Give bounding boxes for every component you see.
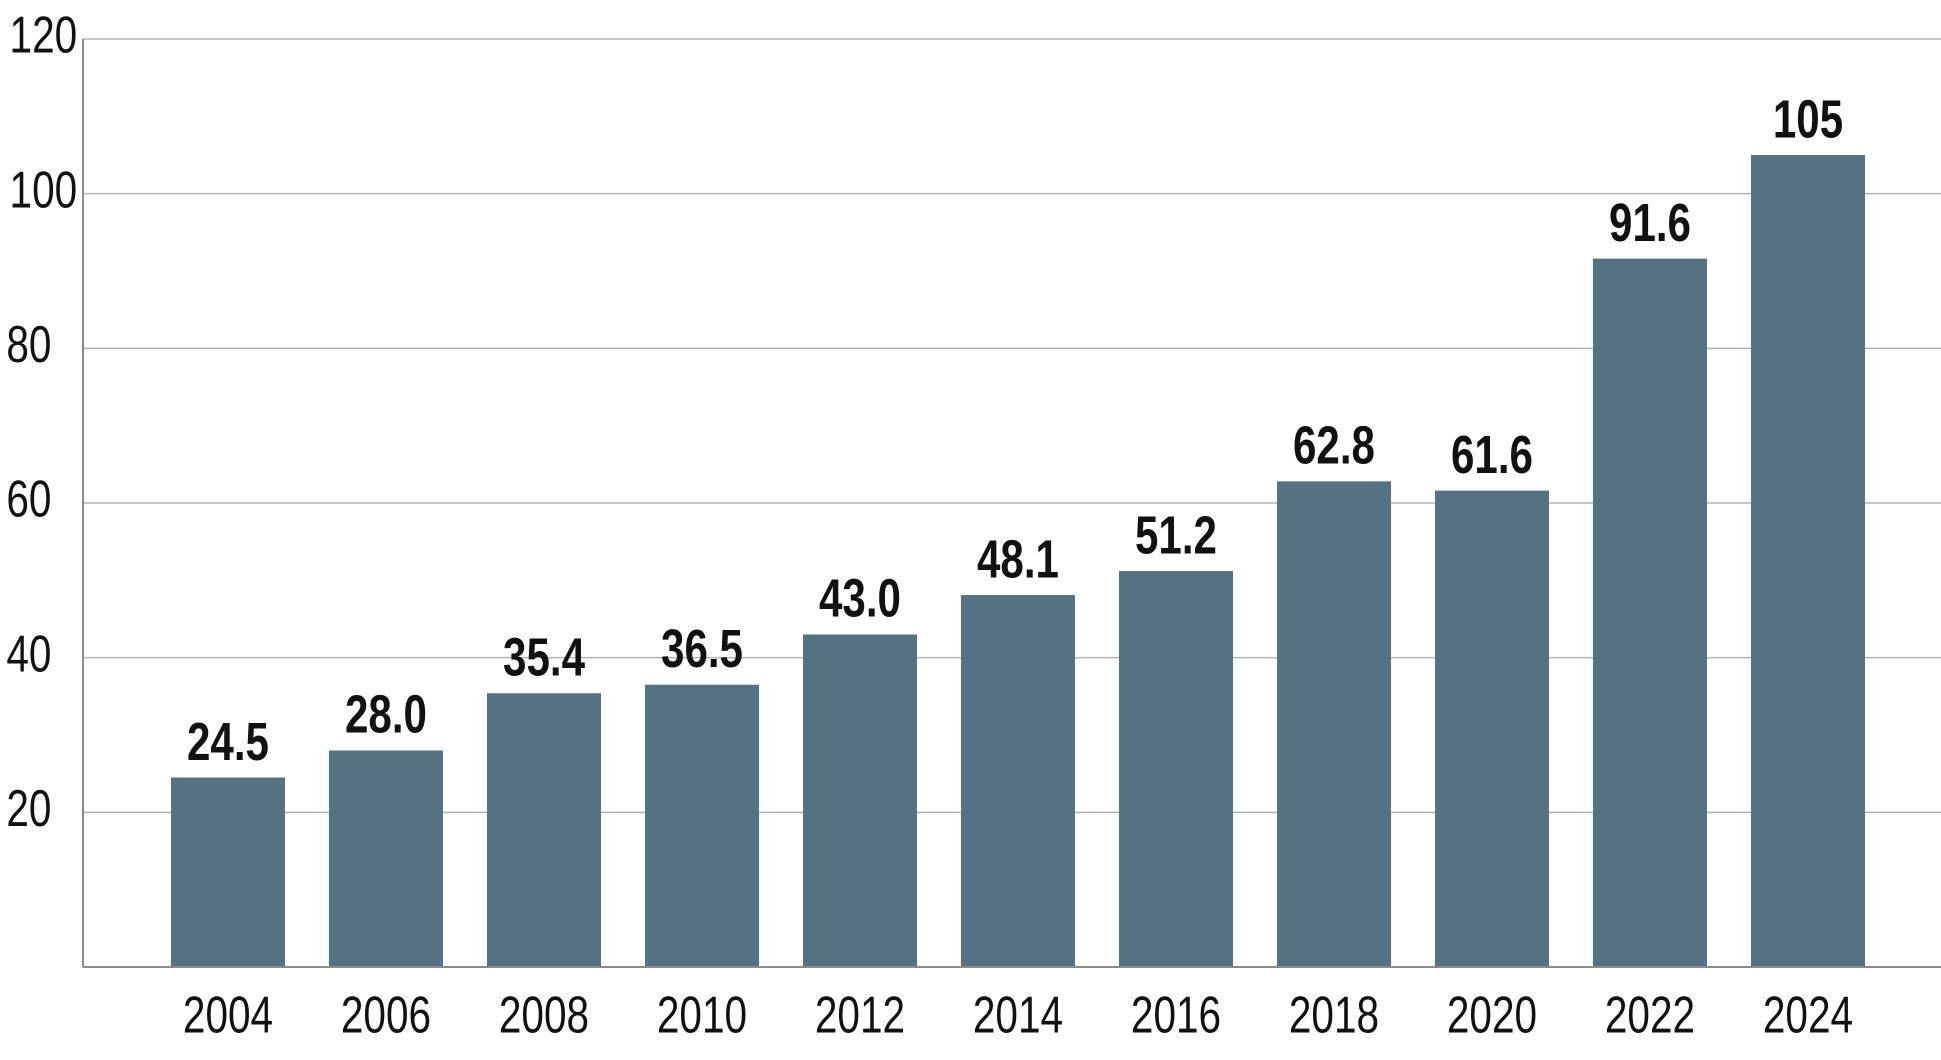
- data-label: 28.0: [345, 685, 427, 745]
- x-tick-label: 2010: [657, 986, 747, 1044]
- x-tick-label: 2014: [973, 986, 1063, 1044]
- bar-2004: [171, 777, 285, 967]
- bar-2020: [1435, 490, 1549, 967]
- bar-2006: [329, 750, 443, 967]
- data-label: 36.5: [661, 619, 743, 679]
- y-tick-label: 100: [10, 161, 78, 219]
- data-label: 62.8: [1293, 416, 1375, 476]
- x-tick-label: 2008: [499, 986, 589, 1044]
- x-tick-label: 2024: [1763, 986, 1853, 1044]
- data-label: 51.2: [1135, 505, 1217, 565]
- data-label: 43.0: [819, 569, 901, 629]
- x-tick-label: 2022: [1605, 986, 1695, 1044]
- x-tick-label: 2016: [1131, 986, 1221, 1044]
- data-labels: 24.5 28.0 35.4 36.5 43.0 48.1 51.2 62.8 61.6 91.6…: [187, 89, 1843, 772]
- x-tick-label: 2020: [1447, 986, 1537, 1044]
- y-tick-label: 120: [10, 6, 78, 64]
- y-tick-label: 60: [6, 470, 51, 528]
- axes: [82, 39, 1941, 968]
- y-tick-label: 20: [6, 779, 51, 837]
- data-label: 24.5: [187, 712, 269, 772]
- bar-2022: [1593, 258, 1707, 967]
- y-tick-labels: 20 40 60 80 100 120: [6, 6, 77, 837]
- data-label: 61.6: [1451, 425, 1533, 485]
- data-label: 35.4: [503, 628, 585, 688]
- bar-2018: [1277, 481, 1391, 967]
- bar-2016: [1119, 571, 1233, 967]
- bar-2012: [803, 634, 917, 967]
- bar-2024: [1751, 155, 1865, 967]
- x-tick-label: 2018: [1289, 986, 1379, 1044]
- y-tick-label: 40: [6, 625, 51, 683]
- y-tick-label: 80: [6, 315, 51, 373]
- data-label: 105: [1773, 89, 1843, 149]
- data-label: 48.1: [977, 529, 1059, 589]
- bar-2010: [645, 684, 759, 967]
- x-tick-label: 2006: [341, 986, 431, 1044]
- x-tick-labels: 2004 2006 2008 2010 2012 2014 2016 2018 2020 2022…: [183, 986, 1853, 1044]
- bars: [171, 155, 1865, 967]
- data-label: 91.6: [1609, 193, 1691, 253]
- x-tick-label: 2004: [183, 986, 273, 1044]
- x-tick-label: 2012: [815, 986, 905, 1044]
- bar-2008: [487, 693, 601, 967]
- bar-2014: [961, 595, 1075, 967]
